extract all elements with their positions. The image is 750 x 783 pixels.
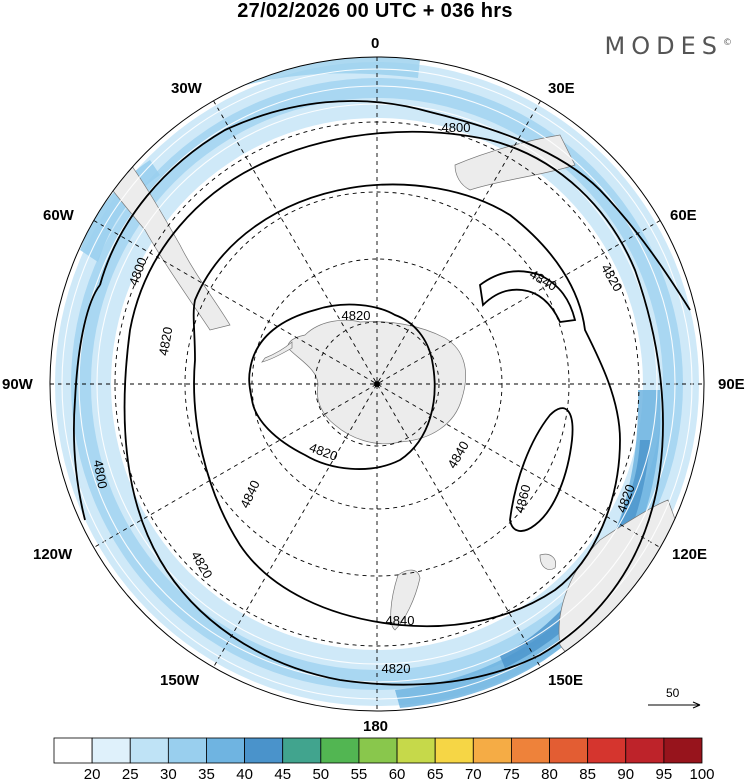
meridian-30e-150w xyxy=(213,100,541,668)
brand-name: MODES xyxy=(604,32,723,60)
contour-label-4800-bottom: 4800 xyxy=(91,459,111,490)
contour-4800-north xyxy=(99,100,691,311)
colorbar-swatch xyxy=(53,737,93,764)
colorbar-swatch xyxy=(587,737,627,764)
lon-label-150e: 150E xyxy=(548,672,584,689)
colorbar-tick-label: 60 xyxy=(388,766,406,783)
colorbar-swatch xyxy=(244,737,284,764)
contour-label-4800-top: 4800 xyxy=(442,120,471,135)
meridian-60w-120e xyxy=(93,220,661,548)
streamline-ring-2 xyxy=(78,85,676,683)
lon-label-120w: 120W xyxy=(33,546,73,563)
colorbar-tick-label: 100 xyxy=(689,766,715,783)
colorbar-swatch xyxy=(396,737,436,764)
colorbar-swatch xyxy=(625,737,665,764)
meridian-60e-120w xyxy=(93,220,661,548)
new-zealand xyxy=(390,569,421,631)
contour-label-4820-bottom: 4820 xyxy=(382,661,411,676)
colorbar-tick-label: 90 xyxy=(617,766,635,783)
latitude-circle-60s xyxy=(184,191,570,577)
colorbar-tick-label: 75 xyxy=(503,766,520,783)
tasmania xyxy=(539,553,556,570)
colorbar-tick-label: 95 xyxy=(655,766,673,783)
colorbar-tick-label: 85 xyxy=(579,766,596,783)
contour-label-4860: 4860 xyxy=(512,483,534,515)
colorbar-swatch xyxy=(549,737,589,764)
colorbar-swatch xyxy=(91,737,131,764)
chart-title: 27/02/2026 00 UTC + 036 hrs xyxy=(237,0,513,22)
colorbar-tick-label: 55 xyxy=(350,766,368,783)
colorbar-tick-label: 30 xyxy=(160,766,177,783)
colorbar-swatch xyxy=(511,737,550,764)
contour-label-4820-leftouter: 4820 xyxy=(156,326,176,357)
colorbar-swatch xyxy=(206,737,245,764)
colorbar-swatch xyxy=(167,737,207,764)
colorbar-tick-label: 35 xyxy=(198,766,215,783)
streamline-ring-3 xyxy=(96,103,658,665)
brand-copyright: © xyxy=(723,38,732,48)
reference-vector xyxy=(648,701,701,709)
colorbar xyxy=(53,737,703,764)
lon-label-180: 180 xyxy=(363,718,389,735)
map-frame xyxy=(49,56,705,712)
streamline-ring-1 xyxy=(61,68,693,700)
reference-vector-label: 50 xyxy=(666,686,680,700)
wind-streamlines xyxy=(61,68,693,700)
contour-4820-inner xyxy=(248,303,436,470)
colorbar-tick-label: 45 xyxy=(274,766,292,783)
meridian-30w-150e xyxy=(213,100,541,668)
lon-label-60e: 60E xyxy=(670,207,697,224)
colorbar-tick-label: 20 xyxy=(83,766,101,783)
antarctic-peninsula xyxy=(261,341,293,363)
colorbar-tick-label: 25 xyxy=(121,766,139,783)
colorbar-swatch xyxy=(472,737,512,764)
colorbar-swatch xyxy=(282,737,322,764)
colorbar-tick-label: 65 xyxy=(426,766,444,783)
colorbar-tick-label: 40 xyxy=(236,766,253,783)
height-contours xyxy=(72,100,691,686)
lon-label-150w: 150W xyxy=(160,672,200,689)
colorbar-swatch xyxy=(320,737,360,764)
colorbar-tick-label: 80 xyxy=(541,766,558,783)
contour-4800-west xyxy=(72,284,101,521)
lon-label-30e: 30E xyxy=(548,80,575,97)
colorbar-swatch xyxy=(434,737,474,764)
reference-vector-head xyxy=(692,701,701,709)
south-pole-marker xyxy=(374,381,380,387)
colorbar-swatch xyxy=(129,737,169,764)
africa-southern-tip xyxy=(454,134,576,191)
contour-4820-outer xyxy=(123,130,664,686)
contour-4840-northeast xyxy=(479,270,577,323)
contour-label-4840-bottom: 4840 xyxy=(386,613,415,628)
lon-label-30w: 30W xyxy=(171,80,202,97)
contour-4840-large xyxy=(192,183,621,628)
colorbar-tick-label: 50 xyxy=(312,766,330,783)
colorbar-tick-label: 70 xyxy=(464,766,482,783)
lon-label-60w: 60W xyxy=(43,207,74,224)
lon-label-90e: 90E xyxy=(718,376,745,393)
lon-label-90w: 90W xyxy=(2,376,33,393)
graticule xyxy=(50,57,704,711)
contour-4860 xyxy=(509,407,574,532)
brand-logo: MODES© xyxy=(605,32,732,60)
colorbar-swatch xyxy=(663,737,703,764)
contour-label-4820-inner-top: 4820 xyxy=(342,308,371,323)
lon-label-0: 0 xyxy=(371,35,380,52)
colorbar-swatch xyxy=(358,737,398,764)
lon-label-120e: 120E xyxy=(672,546,708,563)
